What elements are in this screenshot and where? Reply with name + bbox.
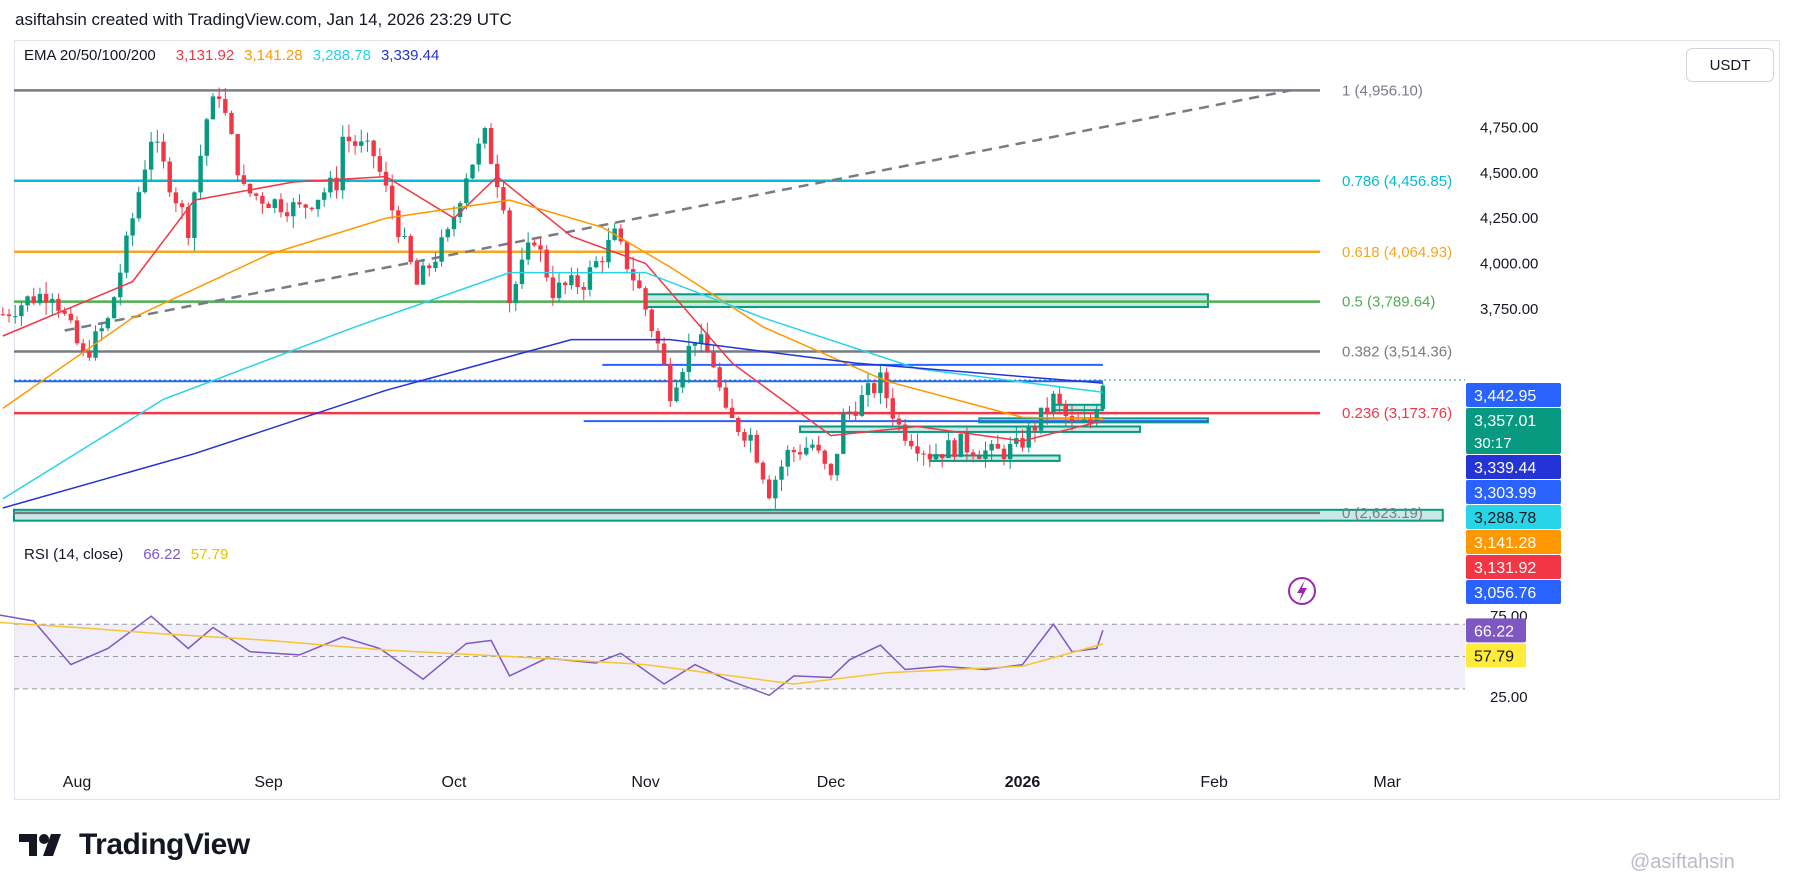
rsi-legend-title: RSI (14, close)	[24, 546, 124, 563]
ema-legend[interactable]: EMA 20/50/100/200 3,131.92 3,141.28 3,288.7…	[24, 47, 459, 64]
currency-button[interactable]: USDT	[1686, 48, 1774, 82]
ema-legend-value: 3,288.78	[312, 47, 371, 64]
ema-legend-title: EMA 20/50/100/200	[24, 47, 156, 64]
ema-legend-value: 3,141.28	[244, 47, 303, 64]
candle[interactable]	[6, 314, 12, 317]
rsi-legend-values: 66.22 57.79	[133, 546, 238, 563]
ema-legend-values: 3,131.92 3,141.28 3,288.78 3,339.44	[166, 47, 450, 64]
tradingview-logo-icon	[19, 834, 61, 856]
rsi-legend-value: 66.22	[143, 546, 181, 563]
rsi-legend-value: 57.79	[190, 546, 229, 563]
tradingview-logo-text: TradingView	[79, 828, 250, 861]
chart-header: asiftahsin created with TradingView.com,…	[15, 10, 512, 29]
author-watermark: @asiftahsin	[1630, 851, 1735, 873]
rsi-legend[interactable]: RSI (14, close) 66.22 57.79	[24, 546, 248, 563]
tradingview-logo[interactable]: TradingView	[17, 828, 250, 862]
ema-legend-value: 3,131.92	[175, 47, 235, 64]
candle[interactable]	[0, 314, 6, 316]
ema-legend-value: 3,339.44	[380, 47, 440, 64]
chart-frame	[14, 40, 1780, 800]
